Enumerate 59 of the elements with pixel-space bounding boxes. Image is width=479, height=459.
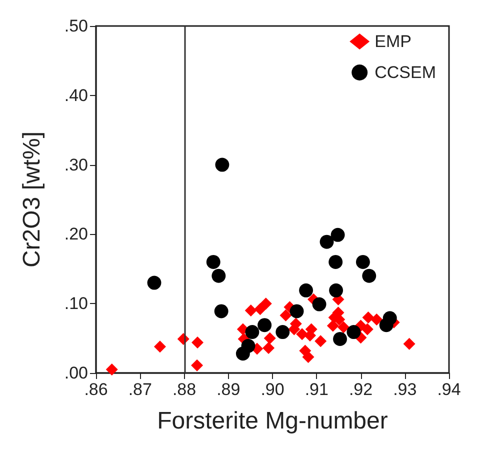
point: [215, 158, 230, 172]
point: [154, 340, 166, 353]
point: [329, 283, 344, 298]
x-tick-label: .86: [84, 380, 108, 399]
point: [214, 304, 228, 318]
point: [241, 338, 256, 353]
point: [333, 332, 348, 346]
point: [262, 342, 275, 354]
point: [264, 332, 276, 344]
x-tick-label: .92: [348, 380, 373, 399]
y-tick-label: .20: [64, 224, 88, 244]
x-tick-label: .88: [172, 380, 196, 399]
point: [254, 303, 266, 316]
x-tick-label: .90: [260, 380, 284, 399]
point: [382, 311, 397, 326]
point: [260, 298, 272, 310]
point: [302, 351, 314, 364]
point: [370, 314, 383, 326]
point: [191, 359, 204, 372]
x-tick-label: .89: [216, 380, 240, 399]
point: [212, 268, 226, 283]
y-tick-label: .50: [64, 16, 88, 36]
point: [330, 228, 345, 242]
point: [356, 254, 370, 269]
point: [362, 311, 374, 324]
point: [206, 254, 220, 269]
y-tick-label: .30: [64, 155, 88, 174]
x-tick-label: .93: [393, 380, 417, 399]
x-tick-label: .87: [128, 380, 152, 399]
point: [362, 268, 376, 283]
point: [328, 254, 343, 269]
point: [244, 304, 257, 317]
y-tick-label: .10: [64, 294, 88, 314]
point: [280, 309, 292, 322]
point: [106, 364, 118, 376]
point: [338, 321, 350, 334]
x-tick-label: .94: [437, 380, 461, 399]
point: [290, 304, 304, 318]
point: [320, 234, 334, 249]
y-tick-label: .00: [64, 364, 88, 382]
point: [403, 338, 416, 350]
legend-label: CCSEM: [374, 63, 436, 82]
point: [312, 297, 326, 312]
point: [276, 325, 290, 340]
point: [361, 323, 374, 336]
point: [296, 328, 308, 340]
point: [346, 325, 361, 340]
point: [191, 336, 204, 348]
legend-label: EMP: [374, 32, 412, 51]
point: [299, 283, 314, 298]
point: [314, 335, 327, 348]
point: [326, 320, 339, 332]
x-tick-label: .91: [304, 380, 328, 399]
point: [147, 276, 162, 290]
y-axis-title: Cr2O3 [wt%]: [18, 131, 46, 268]
x-axis-title: Forsterite Mg-number: [157, 408, 388, 434]
y-tick-label: .40: [64, 86, 88, 105]
point: [245, 325, 260, 340]
point: [258, 318, 272, 332]
